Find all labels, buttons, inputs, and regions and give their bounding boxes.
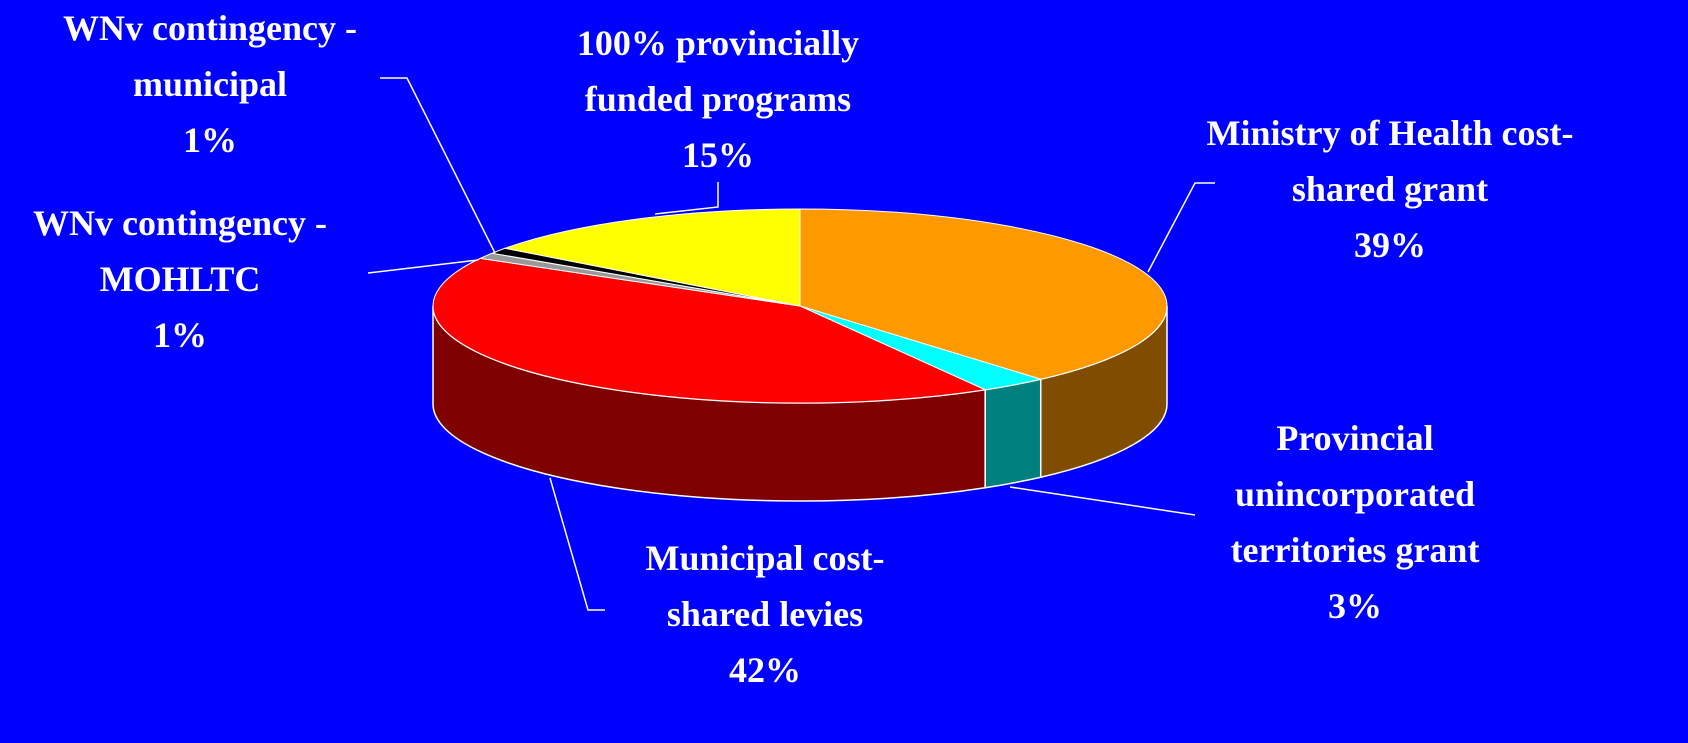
value-label: 3%	[1328, 586, 1382, 626]
slice-label: 100% provincially funded programs 15%	[543, 15, 893, 183]
slice-label: Ministry of Health cost-shared grant 39%	[1205, 105, 1575, 273]
slice-label: WNv contingency - municipal 1%	[20, 0, 400, 168]
value-label: 1%	[183, 120, 237, 160]
value-label: 42%	[729, 650, 801, 690]
value-label: 1%	[153, 315, 207, 355]
slice-label: Provincial unincorporated territories gr…	[1195, 410, 1515, 634]
slice	[799, 208, 1168, 380]
leader-lines	[367, 77, 1215, 611]
leader-line	[654, 182, 719, 215]
category-label: WNv contingency - MOHLTC	[33, 203, 327, 299]
slice	[432, 257, 987, 404]
category-label: Ministry of Health cost-shared grant	[1206, 113, 1574, 209]
value-label: 15%	[682, 135, 754, 175]
category-label: 100% provincially funded programs	[576, 23, 860, 119]
slice-side	[984, 378, 1042, 489]
slice-label: WNv contingency - MOHLTC 1%	[0, 195, 365, 363]
slice-label: Municipal cost-shared levies 42%	[600, 530, 930, 698]
value-label: 39%	[1354, 225, 1426, 265]
slice	[503, 208, 801, 307]
leader-line	[367, 259, 479, 274]
leader-line	[1009, 486, 1196, 516]
leader-line	[1147, 182, 1215, 273]
pie	[432, 208, 1168, 502]
category-label: Provincial unincorporated territories gr…	[1230, 418, 1480, 570]
category-label: Municipal cost-shared levies	[645, 538, 885, 634]
leader-line	[549, 477, 605, 611]
category-label: WNv contingency - municipal	[63, 8, 357, 104]
leader-line	[380, 77, 496, 254]
